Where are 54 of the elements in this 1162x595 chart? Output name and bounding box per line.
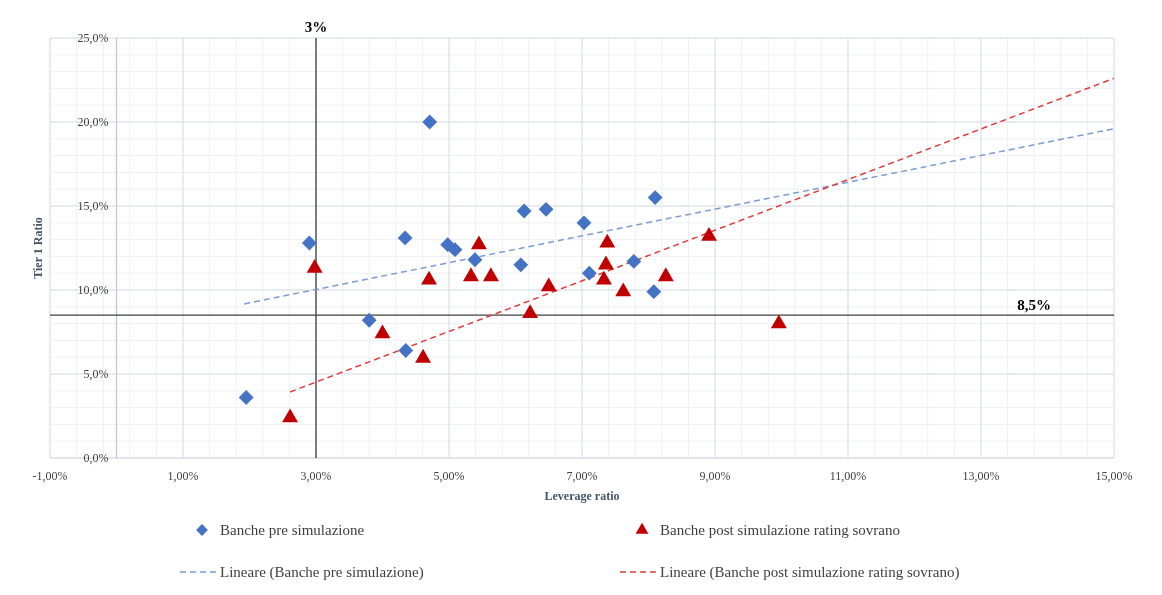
point xyxy=(306,258,323,273)
point xyxy=(522,304,539,319)
y-tick-label: 0,0% xyxy=(83,451,109,465)
y-axis-title: Tier 1 Ratio xyxy=(31,217,45,279)
point xyxy=(657,267,674,282)
x-tick-label: 3,00% xyxy=(300,469,332,483)
legend-label: Lineare (Banche pre simulazione) xyxy=(220,564,424,581)
x-tick-label: 5,00% xyxy=(433,469,465,483)
point xyxy=(540,277,557,292)
x-axis-title: Leverage ratio xyxy=(544,489,620,503)
point xyxy=(422,114,438,130)
x-tick-label: 11,00% xyxy=(829,469,867,483)
x-tick-label: 9,00% xyxy=(699,469,731,483)
x-tick-label: 13,00% xyxy=(962,469,1000,483)
x-tick-label: -1,00% xyxy=(32,469,68,483)
ref-line-label: 8,5% xyxy=(1017,297,1051,314)
point xyxy=(597,255,614,270)
y-tick-label: 5,0% xyxy=(83,367,109,381)
legend-label: Banche pre simulazione xyxy=(220,522,365,538)
y-tick-label: 15,0% xyxy=(77,199,109,213)
x-tick-label: 1,00% xyxy=(167,469,199,483)
point xyxy=(576,215,592,231)
point xyxy=(647,190,663,206)
point xyxy=(301,235,317,251)
x-tick-label: 15,00% xyxy=(1095,469,1133,483)
point xyxy=(646,284,662,300)
legend-label: Banche post simulazione rating sovrano xyxy=(660,522,900,538)
point xyxy=(701,227,717,241)
point xyxy=(374,324,391,339)
point xyxy=(626,254,642,269)
point xyxy=(595,270,612,285)
ref-line-label: 3% xyxy=(304,19,328,35)
point xyxy=(282,408,299,423)
point xyxy=(516,203,532,219)
point xyxy=(467,252,483,268)
point xyxy=(462,267,479,282)
point xyxy=(615,282,632,297)
point xyxy=(538,201,554,217)
point xyxy=(470,235,487,250)
point xyxy=(397,230,413,246)
point xyxy=(482,267,499,282)
legend-label: Lineare (Banche post simulazione rating sovrano) xyxy=(660,564,960,581)
point xyxy=(415,348,432,363)
y-tick-label: 25,0% xyxy=(77,31,109,45)
point xyxy=(361,312,377,328)
point xyxy=(770,314,787,329)
point xyxy=(599,233,616,248)
y-tick-label: 20,0% xyxy=(77,115,109,129)
point xyxy=(447,242,463,258)
point xyxy=(581,265,597,281)
point xyxy=(513,257,529,273)
x-tick-label: 7,00% xyxy=(566,469,598,483)
point xyxy=(421,270,438,285)
y-tick-label: 10,0% xyxy=(77,283,109,297)
